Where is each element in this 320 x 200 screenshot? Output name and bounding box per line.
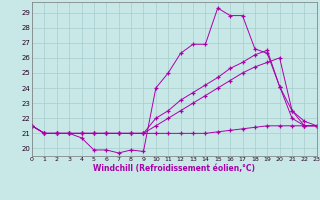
X-axis label: Windchill (Refroidissement éolien,°C): Windchill (Refroidissement éolien,°C) [93,164,255,173]
